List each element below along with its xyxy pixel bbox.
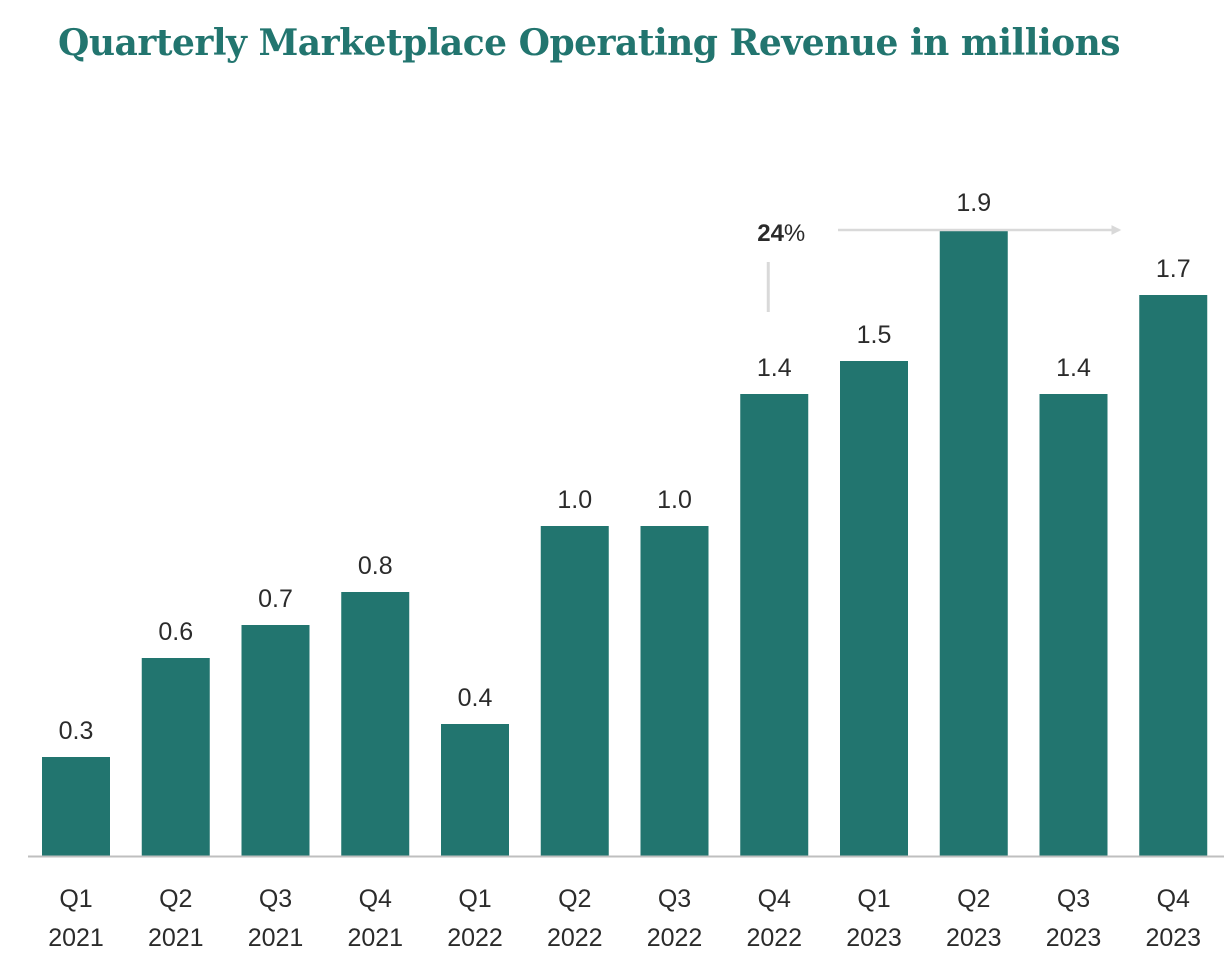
- x-tick-label-quarter: Q1: [458, 885, 491, 913]
- bar-value-label: 1.4: [757, 354, 792, 382]
- bar: [141, 658, 210, 856]
- x-tick-label-year: 2022: [647, 924, 703, 952]
- annotation-label: 24%: [757, 220, 805, 247]
- chart-title: Quarterly Marketplace Operating Revenue …: [58, 22, 1121, 64]
- x-tick-label-quarter: Q2: [558, 885, 591, 913]
- bar: [740, 394, 809, 856]
- x-tick-label-quarter: Q1: [857, 885, 890, 913]
- x-tick-label-quarter: Q2: [159, 885, 192, 913]
- bar: [441, 724, 509, 856]
- bar-value-label: 0.8: [358, 552, 393, 580]
- annotation-unit: %: [784, 220, 805, 247]
- bar: [241, 625, 310, 856]
- x-tick-label-year: 2021: [48, 924, 104, 952]
- bar: [341, 592, 410, 856]
- x-tick-label-quarter: Q3: [1057, 885, 1090, 913]
- x-tick-labels-group: Q1 2021 Q2 2021 Q3 2021 Q4 2021 Q1 2022 Q2 2022 Q3 20…: [48, 885, 1201, 952]
- bar-value-label: 1.0: [557, 486, 592, 514]
- x-tick-label-year: 2022: [746, 924, 802, 952]
- x-tick-label-quarter: Q4: [758, 885, 791, 913]
- x-tick-label-year: 2022: [547, 924, 603, 952]
- x-tick-label-quarter: Q4: [359, 885, 392, 913]
- bar-value-label: 0.7: [258, 585, 293, 613]
- growth-annotation: 24%: [757, 220, 1122, 312]
- x-tick-label-quarter: Q1: [59, 885, 92, 913]
- bar-value-label: 0.4: [458, 684, 493, 712]
- x-tick-label-year: 2021: [248, 924, 304, 952]
- annotation-number: 24: [757, 220, 784, 247]
- x-tick-label-quarter: Q3: [259, 885, 292, 913]
- bar-value-label: 0.6: [158, 618, 193, 646]
- bar-value-label: 0.3: [59, 717, 94, 745]
- bar-value-label: 1.4: [1056, 354, 1091, 382]
- bar-value-label: 1.7: [1156, 255, 1191, 283]
- x-tick-label-quarter: Q4: [1157, 885, 1190, 913]
- bar-value-label: 1.0: [657, 486, 692, 514]
- bar: [1139, 295, 1208, 856]
- bars-group: [42, 229, 1208, 856]
- bar: [42, 757, 110, 856]
- bar: [939, 229, 1008, 856]
- x-tick-label-year: 2023: [1145, 924, 1201, 952]
- value-labels-group: 0.3 0.6 0.7 0.8 0.4 1.0 1.0 1.4 1.5 1.9 1.4 1.7: [59, 189, 1191, 745]
- x-tick-label-year: 2022: [447, 924, 503, 952]
- x-tick-label-year: 2023: [846, 924, 902, 952]
- x-tick-label-quarter: Q3: [658, 885, 691, 913]
- x-tick-label-year: 2023: [1046, 924, 1102, 952]
- bar: [1039, 394, 1108, 856]
- x-tick-label-year: 2023: [946, 924, 1002, 952]
- bar: [540, 526, 609, 856]
- bar-value-label: 1.9: [956, 189, 991, 217]
- bar-value-label: 1.5: [857, 321, 892, 349]
- x-tick-label-year: 2021: [347, 924, 403, 952]
- x-tick-label-quarter: Q2: [957, 885, 990, 913]
- bar: [640, 526, 709, 856]
- x-tick-label-year: 2021: [148, 924, 204, 952]
- bar: [840, 361, 908, 856]
